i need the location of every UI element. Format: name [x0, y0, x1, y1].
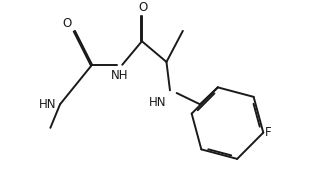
Text: O: O	[62, 16, 72, 30]
Text: NH: NH	[111, 69, 128, 83]
Text: F: F	[265, 126, 272, 139]
Text: HN: HN	[148, 96, 166, 109]
Text: HN: HN	[39, 98, 56, 111]
Text: O: O	[139, 1, 148, 14]
